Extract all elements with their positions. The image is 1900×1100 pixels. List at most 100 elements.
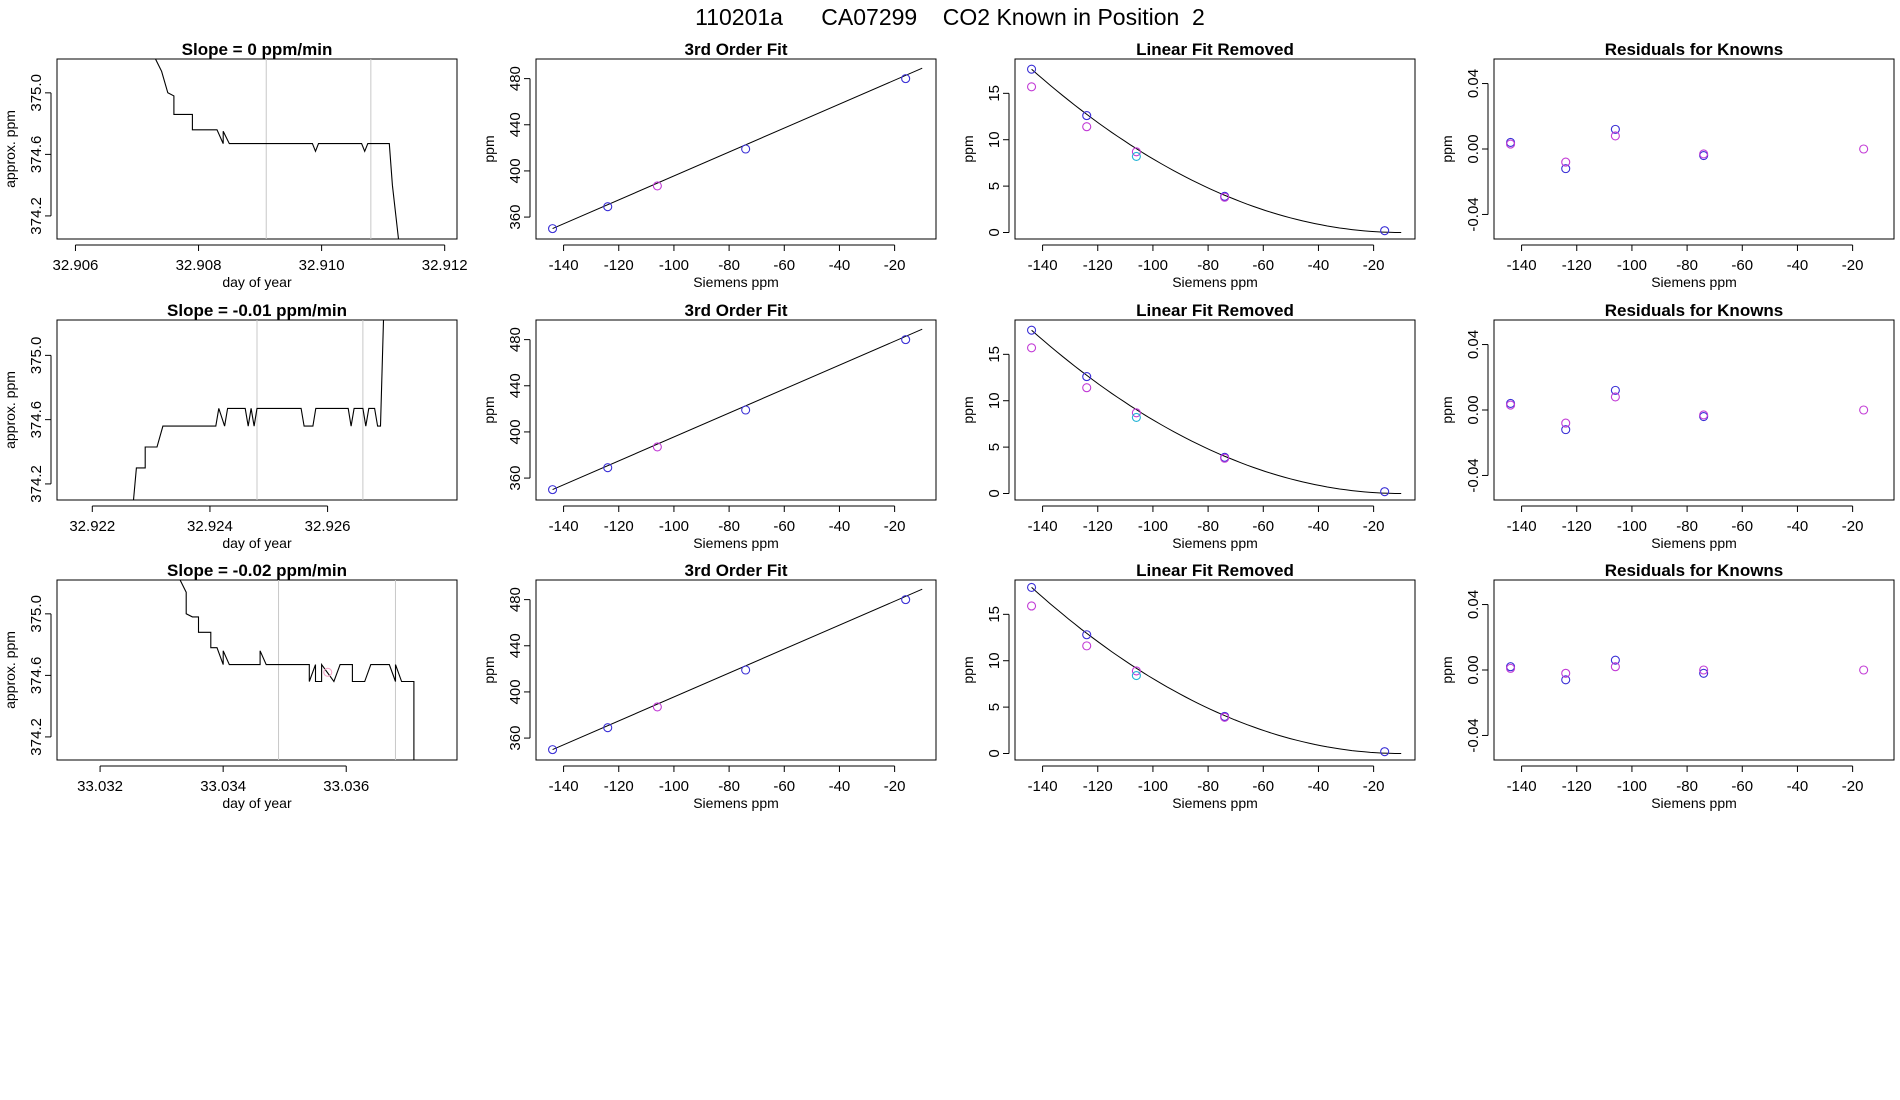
data-point	[1610, 131, 1620, 141]
x-tick-label: -20	[1842, 518, 1864, 535]
y-tick-label: 360	[507, 466, 524, 491]
x-tick-label: -120	[1562, 257, 1592, 274]
data-point	[1027, 325, 1037, 335]
x-axis-label: Siemens ppm	[693, 274, 779, 290]
x-axis-label: Siemens ppm	[693, 535, 779, 551]
chart-title: Slope = -0.02 ppm/min	[167, 561, 347, 580]
data-point	[548, 745, 558, 755]
data-point	[1131, 412, 1141, 422]
y-tick-label: -0.04	[1465, 458, 1482, 492]
x-axis-label: Siemens ppm	[1172, 535, 1258, 551]
y-tick-label: 10	[986, 392, 1003, 409]
plot-data	[1027, 325, 1402, 497]
x-tick-label: -100	[1138, 518, 1168, 535]
data-point	[1561, 157, 1571, 167]
plot-data	[1027, 64, 1402, 236]
data-point	[1561, 675, 1571, 685]
chart-panel-r2c2: 3rd Order Fit -140 -120 -100 -80 -60 -40 -20 Sie…	[481, 301, 937, 551]
series-line	[179, 580, 415, 760]
x-tick-label: -100	[1617, 257, 1647, 274]
x-tick-label: -40	[829, 778, 851, 795]
x-tick-label: -60	[1252, 518, 1274, 535]
x-axis-label: day of year	[222, 535, 292, 551]
data-point	[1859, 144, 1869, 154]
x-tick-label: -100	[1617, 518, 1647, 535]
y-tick-label: 0.04	[1465, 590, 1482, 619]
y-tick-label: -0.04	[1465, 718, 1482, 752]
data-point	[1082, 641, 1092, 651]
data-point	[1506, 139, 1516, 149]
chart-title: Residuals for Knowns	[1605, 40, 1784, 59]
y-axis-label: ppm	[960, 135, 976, 162]
x-tick-label: -40	[829, 518, 851, 535]
plot-frame	[1493, 319, 1895, 501]
x-tick-label: -100	[1138, 257, 1168, 274]
x-axis-label: Siemens ppm	[1172, 274, 1258, 290]
x-tick-label: -120	[1562, 518, 1592, 535]
chart-panel-r3c3: Linear Fit Removed -140 -120 -100 -80 -60 -40 -…	[960, 561, 1416, 811]
x-tick-label: -60	[1731, 778, 1753, 795]
data-point	[1699, 410, 1709, 420]
y-tick-label: 375.0	[28, 337, 45, 375]
series-line	[155, 59, 400, 239]
data-point	[1859, 665, 1869, 675]
y-tick-label: 0.00	[1465, 134, 1482, 163]
y-tick-label: 15	[986, 606, 1003, 623]
chart-panel-r1c2: 3rd Order Fit -140 -120 -100 -80 -60 -40 -20 Sie…	[481, 40, 937, 290]
y-tick-label: 5	[986, 443, 1003, 451]
plot-frame	[1014, 319, 1416, 501]
chart-panel-r1c1: Slope = 0 ppm/min 32.906 32.908 32.910 32.91…	[2, 40, 468, 290]
x-tick-label: -120	[1083, 778, 1113, 795]
y-tick-label: 360	[507, 726, 524, 751]
data-point	[1699, 665, 1709, 675]
data-point	[548, 485, 558, 495]
data-point	[1699, 668, 1709, 678]
data-point	[1610, 124, 1620, 134]
x-tick-label: -140	[1028, 518, 1058, 535]
x-tick-label: -140	[1507, 778, 1537, 795]
y-tick-label: 374.6	[28, 401, 45, 439]
y-axis-label: ppm	[960, 656, 976, 683]
data-point	[1131, 147, 1141, 157]
chart-panel-r3c4: Residuals for Knowns -140 -120 -100 -80 -60 -4…	[1439, 561, 1895, 811]
data-point	[1506, 400, 1516, 410]
x-tick-label: -80	[1197, 778, 1219, 795]
data-point	[901, 74, 911, 84]
x-tick-label: -100	[659, 778, 689, 795]
x-axis-label: Siemens ppm	[1651, 535, 1737, 551]
y-tick-label: 374.6	[28, 136, 45, 174]
x-tick-label: -40	[1787, 778, 1809, 795]
data-point	[1082, 383, 1092, 393]
y-tick-label: 10	[986, 652, 1003, 669]
y-tick-label: 15	[986, 85, 1003, 102]
x-tick-label: -20	[884, 778, 906, 795]
plot-data	[548, 328, 923, 495]
x-tick-label: 33.032	[77, 778, 123, 795]
chart-panel-r2c4: Residuals for Knowns -140 -120 -100 -80 -60 -4…	[1439, 301, 1895, 551]
data-point	[1506, 663, 1516, 673]
x-tick-label: -120	[604, 518, 634, 535]
y-tick-label: 374.2	[28, 197, 45, 235]
x-tick-label: -20	[884, 257, 906, 274]
x-tick-label: 33.034	[200, 778, 246, 795]
y-tick-label: 5	[986, 182, 1003, 190]
y-tick-label: 480	[507, 587, 524, 612]
chart-title: Residuals for Knowns	[1605, 301, 1784, 320]
x-tick-label: -20	[1363, 778, 1385, 795]
chart-panel-r3c2: 3rd Order Fit -140 -120 -100 -80 -60 -40 -20 Sie…	[481, 561, 937, 811]
x-tick-label: -80	[1676, 518, 1698, 535]
data-point	[603, 202, 613, 212]
x-tick-label: -80	[1676, 257, 1698, 274]
fit-line	[552, 588, 923, 751]
x-tick-label: -80	[718, 518, 740, 535]
data-point	[1699, 149, 1709, 159]
data-point	[652, 442, 662, 452]
y-tick-label: 0.00	[1465, 655, 1482, 684]
x-tick-label: 32.912	[422, 257, 468, 274]
plot-frame	[1014, 58, 1416, 240]
x-tick-label: -40	[1308, 778, 1330, 795]
y-axis-label: approx. ppm	[2, 631, 18, 709]
plot-data	[1506, 124, 1869, 174]
y-tick-label: 375.0	[28, 74, 45, 112]
x-tick-label: -20	[1363, 257, 1385, 274]
